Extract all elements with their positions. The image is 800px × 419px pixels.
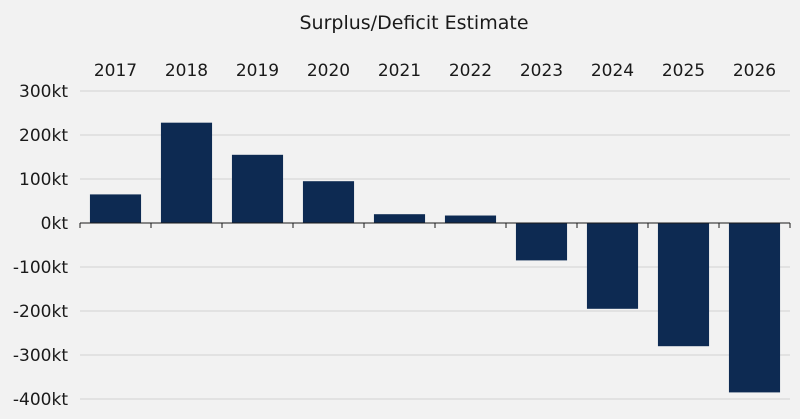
- x-axis-labels: 2017 2018 2019 2020 2021 2022 2023 2024 2025 2026: [94, 61, 776, 81]
- x-tick-label: 2026: [733, 61, 776, 81]
- bar: [302, 181, 355, 223]
- bar: [728, 223, 781, 393]
- x-tick-label: 2023: [520, 61, 563, 81]
- bar: [515, 223, 568, 261]
- x-tick-label: 2020: [307, 61, 350, 81]
- y-axis-labels: 300kt 200kt 100kt 0kt -100kt -200kt -300kt -400…: [13, 82, 68, 410]
- bar: [89, 194, 142, 223]
- x-tick-label: 2021: [378, 61, 421, 81]
- bar: [160, 122, 213, 223]
- zero-axis: [79, 222, 791, 228]
- x-tick-label: 2018: [165, 61, 208, 81]
- y-tick-label: -400kt: [13, 390, 68, 410]
- x-tick-label: 2017: [94, 61, 137, 81]
- x-tick-label: 2019: [236, 61, 279, 81]
- bars: [89, 122, 781, 393]
- bar: [444, 215, 497, 223]
- x-tick-label: 2022: [449, 61, 492, 81]
- y-tick-label: 200kt: [19, 126, 68, 146]
- chart-title: Surplus/Deficit Estimate: [299, 12, 528, 34]
- y-tick-label: 300kt: [19, 82, 68, 102]
- y-tick-label: 0kt: [41, 214, 69, 234]
- bar: [373, 214, 426, 223]
- y-tick-label: -300kt: [13, 346, 68, 366]
- x-tick-label: 2024: [591, 61, 634, 81]
- bar: [657, 223, 710, 347]
- y-tick-label: -200kt: [13, 302, 68, 322]
- y-tick-label: -100kt: [13, 258, 68, 278]
- x-tick-label: 2025: [662, 61, 705, 81]
- y-tick-label: 100kt: [19, 170, 68, 190]
- bar: [231, 154, 284, 223]
- bar: [586, 223, 639, 309]
